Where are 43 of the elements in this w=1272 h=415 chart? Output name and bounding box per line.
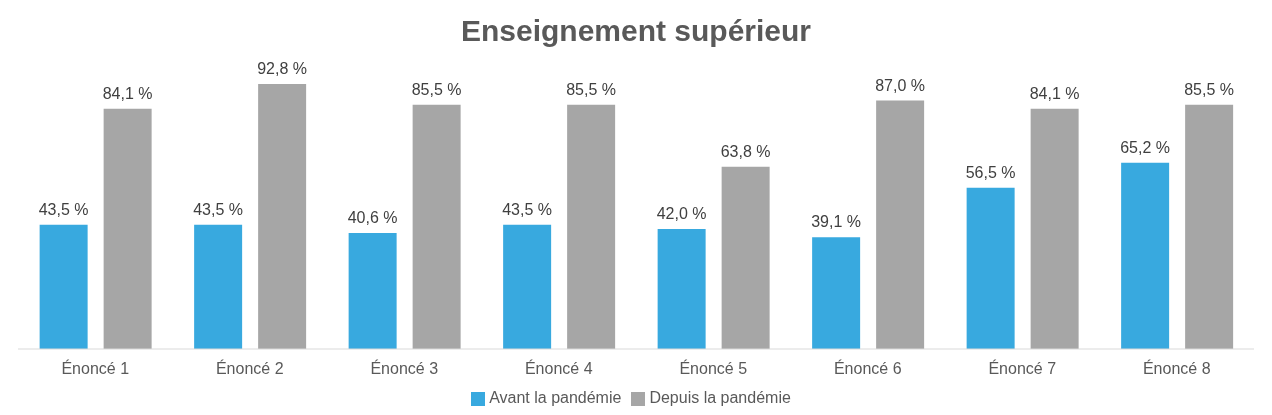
bar <box>657 229 706 349</box>
bar <box>194 224 243 349</box>
x-tick-label: Énoncé 3 <box>370 359 439 378</box>
chart-title: Enseignement supérieur <box>459 13 813 49</box>
bar <box>812 237 861 349</box>
bar <box>721 166 770 349</box>
data-label: 87,0 % <box>875 76 926 94</box>
x-tick-label: Énoncé 8 <box>1142 359 1211 378</box>
bar <box>1185 104 1234 349</box>
bar <box>103 108 152 349</box>
bar <box>876 100 925 349</box>
bar <box>258 84 307 349</box>
data-label: 92,8 % <box>257 60 308 77</box>
x-tick-label: Énoncé 6 <box>833 359 902 378</box>
data-label: 43,5 % <box>38 200 89 218</box>
x-tick-label: Énoncé 4 <box>524 359 593 378</box>
x-tick-label: Énoncé 5 <box>679 359 748 378</box>
data-label: 42,0 % <box>656 205 707 223</box>
data-label: 85,5 % <box>1184 80 1235 98</box>
legend-label: Avant la pandémie <box>489 389 622 406</box>
x-tick-label: Énoncé 7 <box>988 359 1057 378</box>
bar <box>503 224 552 349</box>
x-tick-label: Énoncé 1 <box>61 359 130 378</box>
data-label: 85,5 % <box>566 80 617 98</box>
bar <box>966 187 1015 349</box>
data-label: 39,1 % <box>811 213 862 231</box>
bar <box>1121 162 1170 349</box>
x-tick-label: Énoncé 2 <box>215 359 284 378</box>
data-label: 84,1 % <box>1029 84 1080 102</box>
data-label: 63,8 % <box>720 142 771 160</box>
data-label: 65,2 % <box>1120 138 1171 156</box>
data-label: 85,5 % <box>411 80 462 98</box>
data-label: 84,1 % <box>102 84 153 102</box>
bar <box>39 224 88 349</box>
legend-label: Depuis la pandémie <box>649 389 791 406</box>
data-label: 43,5 % <box>502 200 553 218</box>
bar <box>412 104 461 349</box>
data-label: 40,6 % <box>347 209 398 227</box>
bar <box>348 233 397 349</box>
bar <box>1030 108 1079 349</box>
data-label: 43,5 % <box>193 200 244 218</box>
bar <box>567 104 616 349</box>
data-label: 56,5 % <box>965 163 1016 181</box>
